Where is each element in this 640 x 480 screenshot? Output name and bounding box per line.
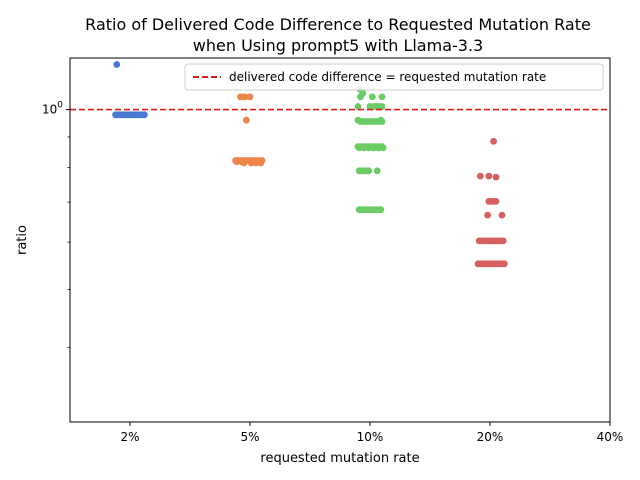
data-point xyxy=(365,144,373,152)
data-point xyxy=(243,116,250,124)
data-point xyxy=(252,159,260,167)
data-point xyxy=(379,144,387,152)
data-point xyxy=(369,93,376,101)
x-axis-ticks: 2% 5% 10% 20% 40% xyxy=(120,422,623,444)
x-tick-label: 10% xyxy=(357,430,384,444)
y-axis-ticks: 100 xyxy=(42,101,70,348)
data-point xyxy=(357,93,364,101)
data-point xyxy=(246,93,254,101)
data-point xyxy=(378,103,386,110)
data-point xyxy=(373,167,381,175)
data-point xyxy=(241,93,249,101)
data-point xyxy=(492,173,500,181)
data-point xyxy=(233,158,241,166)
data-point xyxy=(484,211,491,219)
data-point xyxy=(370,144,377,152)
legend-label: delivered code difference = requested mu… xyxy=(229,70,546,84)
y-axis-label: ratio xyxy=(15,225,30,255)
data-point xyxy=(141,111,148,119)
data-point xyxy=(377,116,385,124)
chart-title-line2: when Using prompt5 with Llama-3.3 xyxy=(193,36,483,55)
data-point xyxy=(360,144,368,152)
data-point xyxy=(485,172,493,180)
data-point xyxy=(498,211,506,219)
data-point xyxy=(492,198,500,205)
data-point xyxy=(240,159,248,167)
data-point xyxy=(247,159,255,167)
data-point xyxy=(501,260,508,268)
data-point xyxy=(354,103,362,110)
data-point xyxy=(377,206,385,214)
axes-frame xyxy=(69,57,611,423)
data-point xyxy=(365,167,373,175)
x-tick-label: 2% xyxy=(120,430,139,444)
x-tick-label: 20% xyxy=(477,430,504,444)
legend: delivered code difference = requested mu… xyxy=(184,63,604,91)
x-axis-label: requested mutation rate xyxy=(260,451,419,466)
plot-area xyxy=(70,61,610,268)
x-tick-label: 40% xyxy=(597,430,624,444)
data-point xyxy=(490,137,497,145)
x-tick-label: 5% xyxy=(240,430,259,444)
data-point xyxy=(257,159,265,167)
data-point xyxy=(499,237,507,245)
data-point xyxy=(378,93,386,101)
data-point xyxy=(477,172,484,180)
data-point xyxy=(375,144,382,152)
y-tick-label: 100 xyxy=(42,101,63,117)
data-point xyxy=(355,144,363,152)
legend-box xyxy=(184,63,604,91)
chart-title-line1: Ratio of Delivered Code Difference to Re… xyxy=(85,15,591,34)
data-point xyxy=(113,61,121,68)
